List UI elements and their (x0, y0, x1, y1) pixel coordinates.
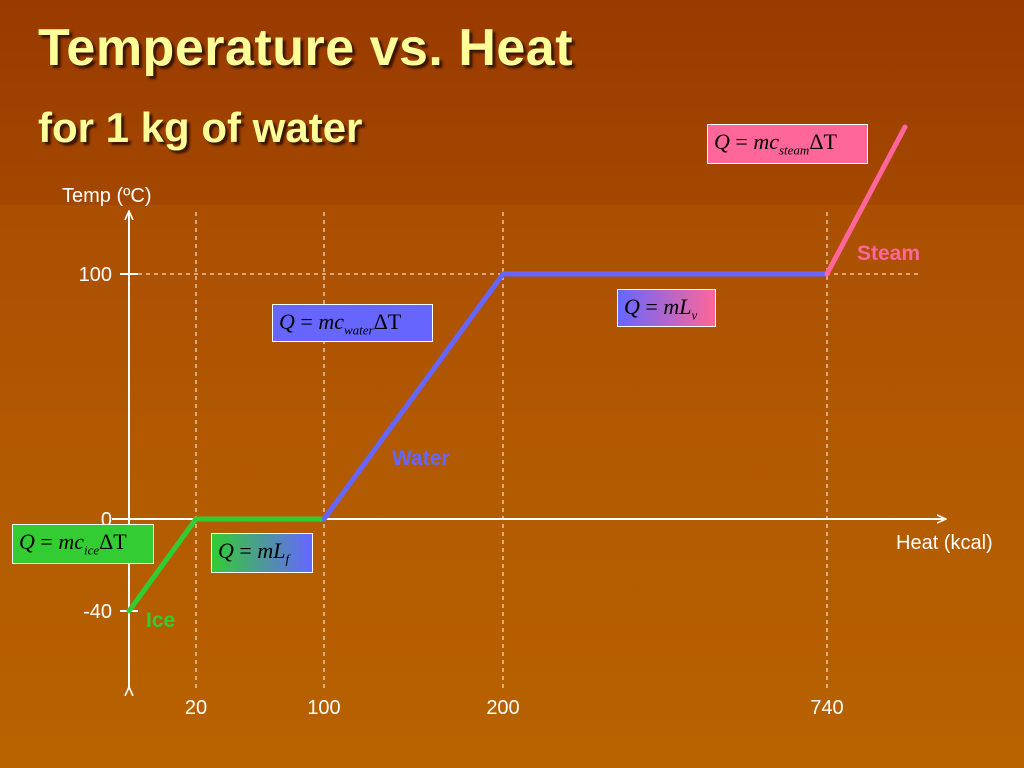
slide-title: Temperature vs. Heat (38, 19, 574, 77)
x-tick-label: 740 (810, 697, 843, 719)
background-band (0, 205, 1024, 768)
eq-main: mL (257, 538, 286, 563)
eq-tail: ΔT (809, 129, 837, 154)
y-tick-label: -40 (83, 601, 112, 623)
y-tick-label: 100 (79, 264, 112, 286)
series-lines (126, 124, 908, 614)
eq-lhs: Q (624, 294, 640, 319)
eq-sub: v (691, 307, 698, 323)
phase-label-ice: Ice (146, 609, 175, 632)
eq-lhs: Q (19, 529, 35, 554)
y-axis-label: Temp (ºC) (62, 185, 152, 207)
eq-sub: steam (778, 142, 810, 158)
equation-ice: Q = mciceΔT (12, 524, 154, 564)
phase-label-water: Water (392, 447, 450, 470)
eq-lhs: Q (714, 129, 730, 154)
equation-fusion: Q = mLf (211, 533, 313, 573)
series-segment-0 (126, 516, 199, 614)
slide-subtitle: for 1 kg of water (38, 104, 363, 151)
eq-tail: ΔT (373, 309, 402, 334)
eq-sub: water (343, 322, 374, 338)
eq-main: mc (58, 529, 84, 554)
axes (112, 212, 945, 688)
x-axis-label: Heat (kcal) (896, 532, 993, 554)
y-tick-label: 0 (101, 509, 112, 531)
eq-main: mL (663, 294, 692, 319)
equation-water: Q = mcwaterΔT (272, 304, 433, 342)
series-segment-4 (824, 124, 908, 277)
eq-equals: = (300, 309, 313, 334)
eq-tail: ΔT (99, 529, 127, 554)
eq-lhs: Q (218, 538, 234, 563)
eq-lhs: Q (279, 309, 295, 334)
x-tick-label: 20 (185, 697, 207, 719)
phase-label-steam: Steam (857, 242, 920, 265)
eq-equals: = (40, 529, 53, 554)
equation-vaporization: Q = mLv (617, 289, 716, 327)
eq-equals: = (239, 538, 252, 563)
eq-main: mc (318, 309, 344, 334)
guide-lines (138, 212, 918, 688)
eq-main: mc (753, 129, 779, 154)
x-tick-label: 200 (486, 697, 519, 719)
eq-sub: ice (83, 542, 100, 558)
eq-sub: f (285, 551, 290, 567)
x-tick-label: 100 (307, 697, 340, 719)
equation-steam: Q = mcsteamΔT (707, 124, 868, 164)
series-segment-2 (321, 271, 506, 522)
eq-equals: = (645, 294, 658, 319)
eq-equals: = (735, 129, 748, 154)
